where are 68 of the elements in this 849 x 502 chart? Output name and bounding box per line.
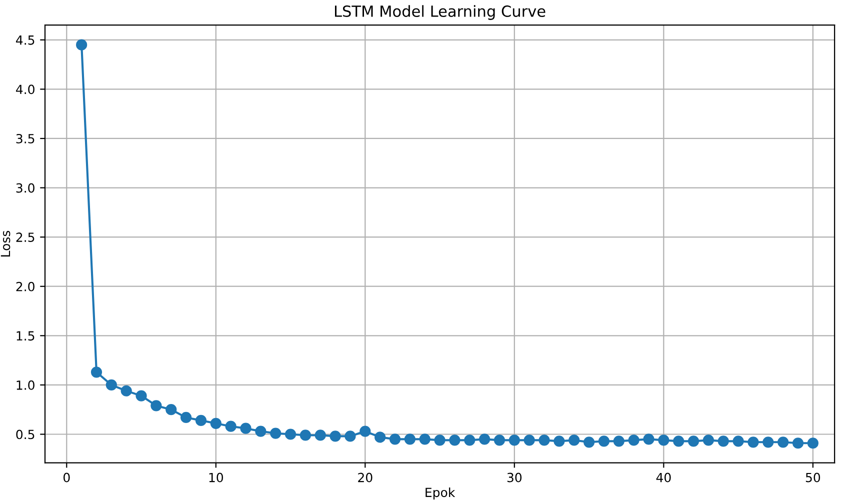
point <box>718 436 729 447</box>
x-tick-label: 50 <box>806 472 820 482</box>
point <box>389 434 401 445</box>
point <box>374 432 386 443</box>
point <box>434 434 446 446</box>
point <box>673 436 684 447</box>
point <box>762 436 774 448</box>
point <box>255 426 266 437</box>
point <box>330 430 341 442</box>
y-tick-label: 1.0 <box>16 380 34 390</box>
point <box>702 434 714 446</box>
point <box>628 434 640 446</box>
point <box>90 366 102 378</box>
point <box>732 436 744 447</box>
x-tick-label: 20 <box>358 472 372 482</box>
point <box>225 420 236 432</box>
point <box>300 430 312 441</box>
point <box>688 436 700 447</box>
point <box>449 434 460 446</box>
y-tick-label: 3.0 <box>16 183 34 193</box>
point <box>344 430 356 442</box>
x-axis-title: Epok <box>426 487 456 500</box>
point <box>106 379 117 391</box>
y-tick-label: 4.5 <box>16 36 34 45</box>
chart-title: LSTM Model Learning Curve <box>334 5 546 20</box>
point <box>494 434 506 446</box>
y-tick-label: 0.5 <box>16 430 34 440</box>
point <box>180 412 192 424</box>
x-tick-label: 40 <box>656 472 671 482</box>
x-tick-label: 10 <box>209 472 224 482</box>
point <box>613 436 624 447</box>
y-tick-label: 2.5 <box>16 232 34 242</box>
point <box>314 430 326 441</box>
point <box>210 418 222 429</box>
point <box>120 385 132 396</box>
point <box>284 428 296 440</box>
point <box>270 428 282 439</box>
point <box>360 426 371 437</box>
point <box>404 434 416 445</box>
y-axis-title: Loss <box>0 230 10 256</box>
point <box>150 400 162 412</box>
x-tick-label: 30 <box>507 472 522 482</box>
point <box>419 434 430 445</box>
x-tick-label: 0 <box>63 472 70 482</box>
point <box>240 422 252 434</box>
point <box>136 390 147 402</box>
y-tick-label: 4.0 <box>16 84 34 94</box>
point <box>538 434 550 446</box>
point <box>524 434 535 446</box>
point <box>598 436 610 447</box>
point <box>643 434 654 445</box>
y-tick-label: 2.0 <box>16 282 34 292</box>
point <box>658 434 670 446</box>
point <box>479 434 490 445</box>
point <box>568 434 580 446</box>
point <box>792 438 804 449</box>
point <box>464 434 476 446</box>
point <box>583 436 595 448</box>
point <box>807 438 818 449</box>
point <box>778 436 789 448</box>
point <box>76 39 88 50</box>
point <box>166 404 177 416</box>
point <box>554 436 565 447</box>
point <box>748 436 759 448</box>
point <box>195 414 207 426</box>
y-tick-label: 1.5 <box>16 331 34 341</box>
y-tick-label: 3.5 <box>16 134 34 144</box>
point <box>508 434 520 446</box>
